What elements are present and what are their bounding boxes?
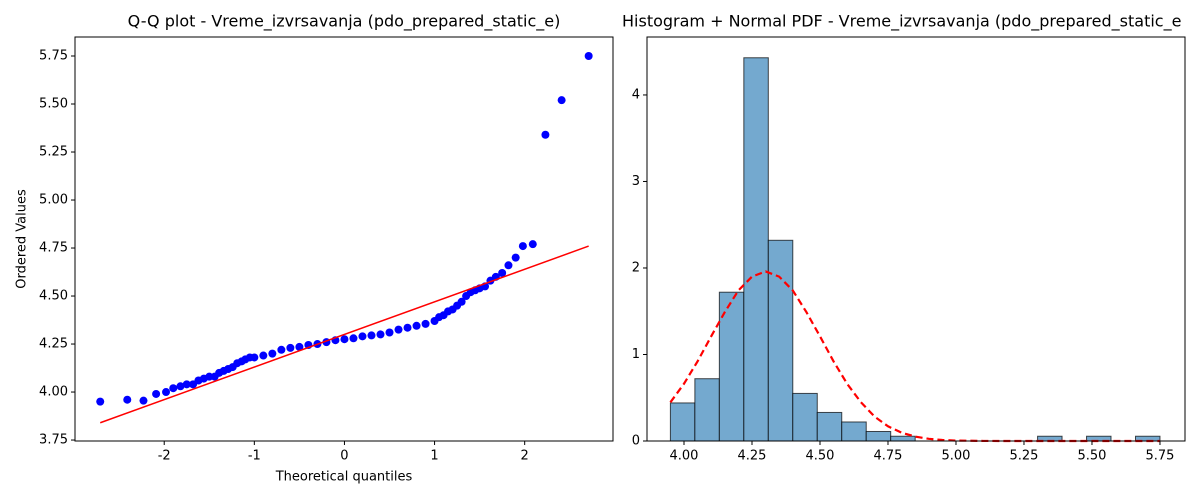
histogram-bar	[718, 291, 745, 442]
point	[268, 349, 277, 358]
point	[340, 335, 349, 344]
point	[498, 268, 507, 277]
point	[169, 384, 178, 393]
point	[557, 96, 566, 105]
histogram-bar	[792, 392, 818, 442]
point	[286, 343, 295, 352]
histogram-bar	[743, 57, 769, 442]
y-tick-label: 5.25	[39, 145, 68, 160]
x-tick-label: 4.50	[806, 449, 835, 464]
x-tick-label: 4.75	[874, 449, 903, 464]
point	[277, 345, 286, 354]
point	[504, 261, 513, 270]
x-tick-label: 4.00	[670, 449, 699, 464]
point	[421, 319, 430, 328]
x-tick-label: 4.25	[738, 449, 767, 464]
x-tick-label: 2	[521, 449, 529, 464]
point	[394, 325, 403, 334]
x-axis-label: Theoretical quantiles	[275, 470, 413, 485]
point	[96, 397, 105, 406]
y-tick-label: 4.75	[39, 241, 68, 256]
point	[376, 330, 385, 339]
y-tick-label: 5.00	[39, 193, 68, 208]
point	[139, 396, 148, 405]
y-tick-label: 1	[632, 347, 640, 362]
y-tick-label: 3	[632, 174, 640, 189]
point	[528, 240, 537, 249]
point	[259, 351, 268, 360]
point	[162, 388, 171, 397]
point	[518, 242, 527, 251]
point	[250, 353, 259, 362]
point	[541, 130, 550, 139]
chart-title: Histogram + Normal PDF - Vreme_izvrsavan…	[622, 12, 1181, 32]
x-tick-label: 0	[340, 449, 348, 464]
point	[457, 297, 466, 306]
x-tick-label: 5.75	[1146, 449, 1175, 464]
point	[152, 389, 161, 398]
histogram-bar	[841, 421, 867, 442]
line	[99, 245, 589, 424]
point	[295, 342, 304, 351]
y-tick-label: 2	[632, 260, 640, 275]
histogram-bar	[669, 402, 696, 442]
x-tick-label: -1	[248, 449, 261, 464]
x-tick-label: 5.25	[1010, 449, 1039, 464]
point	[403, 323, 412, 332]
point	[385, 328, 394, 337]
y-tick-label: 4	[632, 87, 640, 102]
point	[176, 382, 185, 391]
histogram-bar	[865, 430, 892, 442]
y-tick-label: 3.75	[39, 433, 68, 448]
y-tick-label: 4.50	[39, 289, 68, 304]
x-tick-label: 1	[430, 449, 438, 464]
y-tick-label: 5.75	[39, 49, 68, 64]
y-tick-label: 0	[632, 434, 640, 449]
point	[367, 331, 376, 340]
axes-frame	[74, 36, 614, 442]
y-tick-label: 4.00	[39, 385, 68, 400]
point	[358, 332, 367, 341]
x-tick-label: 5.50	[1078, 449, 1107, 464]
y-axis-label: Ordered Values	[15, 189, 30, 289]
point	[584, 52, 593, 61]
point	[123, 395, 132, 404]
y-tick-label: 5.50	[39, 97, 68, 112]
histogram-bar	[890, 435, 916, 442]
histogram-bar	[694, 378, 720, 442]
axes-frame	[646, 36, 1186, 442]
point	[349, 334, 358, 343]
x-tick-label: 5.00	[942, 449, 971, 464]
point	[511, 253, 520, 262]
chart-title: Q-Q plot - Vreme_izvrsavanja (pdo_prepar…	[128, 12, 561, 32]
histogram-bar	[816, 411, 843, 442]
point	[182, 380, 191, 389]
point	[412, 321, 421, 330]
x-tick-label: -2	[158, 449, 171, 464]
y-tick-label: 4.25	[39, 337, 68, 352]
histogram-bar	[767, 239, 794, 442]
